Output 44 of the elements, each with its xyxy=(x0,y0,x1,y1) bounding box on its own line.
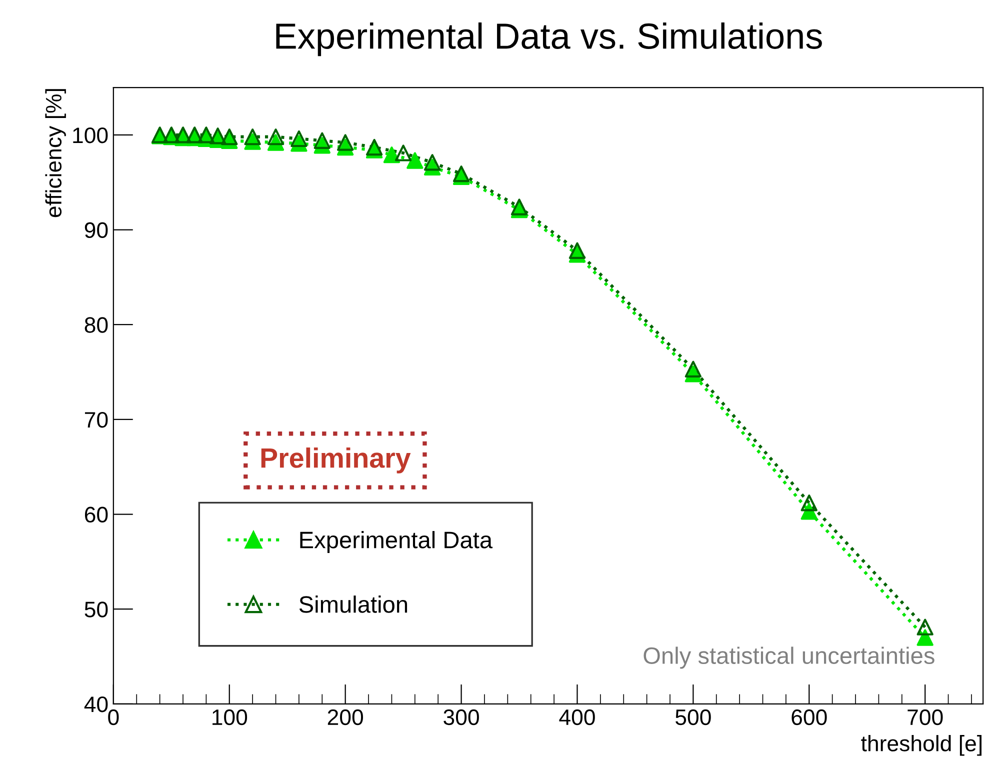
x-tick-label: 600 xyxy=(792,709,827,726)
x-axis-title: threshold [e] xyxy=(861,735,982,756)
point xyxy=(244,128,261,146)
point xyxy=(406,152,424,169)
point xyxy=(452,165,470,182)
legend-label: Simulation xyxy=(299,596,408,613)
point xyxy=(394,144,412,162)
y-tick-label: 60 xyxy=(84,506,108,523)
point xyxy=(424,154,441,171)
point xyxy=(383,146,400,164)
point xyxy=(337,134,354,151)
y-tick-label: 50 xyxy=(84,602,108,618)
chart-title: Experimental Data vs. Simulations xyxy=(276,22,822,56)
point xyxy=(198,126,215,144)
x-tick-label: 700 xyxy=(908,709,943,726)
y-tick-label: 90 xyxy=(84,222,108,238)
x-tick-label: 500 xyxy=(676,709,711,726)
point xyxy=(510,198,528,216)
point xyxy=(209,128,226,144)
point xyxy=(916,629,934,646)
y-axis-title: efficiency [%] xyxy=(45,89,66,218)
point xyxy=(267,128,284,146)
x-tick-label: 300 xyxy=(444,709,479,726)
point xyxy=(314,132,330,149)
legend-label: Experimental Data xyxy=(300,531,493,554)
point xyxy=(684,360,702,378)
y-tick-label: 80 xyxy=(84,317,108,333)
point xyxy=(186,126,203,144)
point xyxy=(174,126,192,144)
annotation: Only statistical uncertainties xyxy=(644,646,934,669)
point xyxy=(800,494,818,512)
y-tick-label: 40 xyxy=(84,696,108,712)
y-tick-label: 100 xyxy=(73,127,108,144)
point xyxy=(916,618,934,636)
point xyxy=(221,128,238,146)
x-tick-label: 100 xyxy=(212,709,248,726)
x-tick-label: 400 xyxy=(559,709,595,726)
point xyxy=(290,130,308,148)
x-tick-label: 0 xyxy=(108,709,119,726)
x-tick-label: 200 xyxy=(328,709,363,726)
annotation: Preliminary xyxy=(261,447,411,474)
point xyxy=(568,242,586,259)
y-tick-label: 70 xyxy=(84,412,108,428)
point xyxy=(366,138,383,156)
